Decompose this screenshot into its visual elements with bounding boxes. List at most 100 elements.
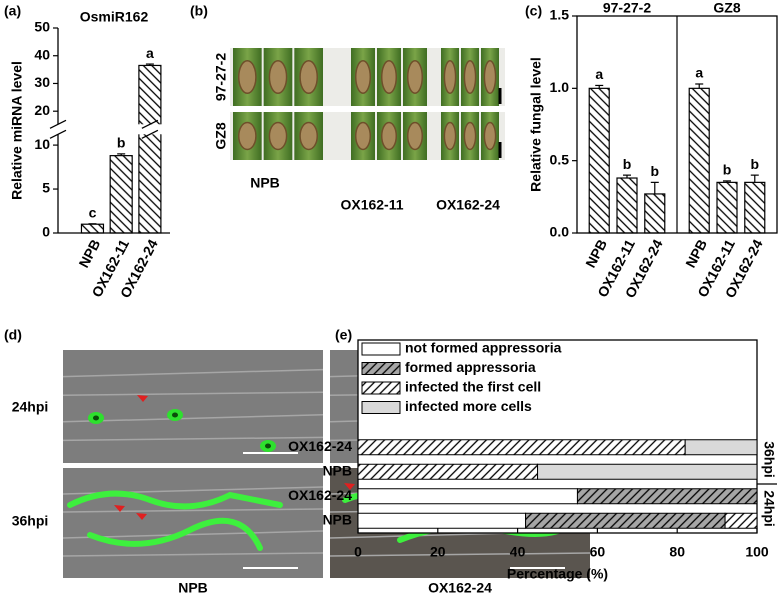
x-tick-label: NPB bbox=[75, 237, 103, 271]
axis-break-mark bbox=[141, 129, 159, 139]
arrowhead bbox=[136, 513, 147, 520]
y-tick-label: OX162-24 bbox=[288, 487, 352, 503]
bar bbox=[109, 155, 133, 234]
row-label: 97-27-2 bbox=[213, 53, 229, 101]
row-label: GZ8 bbox=[213, 122, 229, 149]
lesion bbox=[443, 121, 457, 151]
bar-segment bbox=[576, 488, 758, 505]
bar bbox=[644, 193, 666, 234]
group-label: 97-27-2 bbox=[603, 0, 651, 16]
bar bbox=[616, 177, 638, 234]
spore-core bbox=[265, 443, 271, 449]
bar-segment bbox=[684, 439, 758, 456]
x-tick-label: NPB bbox=[682, 237, 710, 271]
y-tick-label: 40 bbox=[34, 46, 50, 62]
legend-label: infected the first cell bbox=[405, 379, 541, 395]
group-label: GZ8 bbox=[713, 0, 740, 16]
cell-wall bbox=[62, 530, 324, 539]
bar bbox=[138, 64, 162, 234]
hypha bbox=[87, 517, 263, 551]
x-tick-label: 60 bbox=[590, 544, 606, 560]
lesion bbox=[463, 60, 477, 94]
lesion bbox=[483, 60, 497, 94]
lesion bbox=[406, 121, 424, 151]
column-label: NPB bbox=[178, 580, 208, 596]
lesion bbox=[354, 121, 372, 151]
lesion bbox=[380, 121, 398, 151]
group-label: 36hpi bbox=[761, 441, 777, 478]
cell-wall bbox=[62, 368, 324, 378]
panel-label: (d) bbox=[4, 327, 22, 343]
bar bbox=[688, 87, 710, 234]
y-tick-label: 1.0 bbox=[550, 79, 570, 95]
y-tick-label: 20 bbox=[34, 102, 50, 118]
lesion bbox=[380, 60, 398, 94]
axis-break-mark bbox=[141, 119, 159, 129]
cell-wall bbox=[62, 436, 324, 442]
spore-core bbox=[172, 412, 178, 418]
row-label: 36hpi bbox=[12, 513, 49, 529]
cell-wall bbox=[62, 414, 324, 423]
significance-label: b bbox=[117, 135, 126, 151]
x-tick-label: 100 bbox=[745, 544, 769, 560]
y-axis-label: Relative fungal level bbox=[528, 57, 544, 192]
column-label: OX162-11 bbox=[340, 197, 403, 213]
panel-label: (e) bbox=[335, 327, 352, 343]
lesion bbox=[268, 121, 288, 151]
bar bbox=[588, 87, 610, 234]
bar-segment bbox=[357, 463, 539, 480]
x-tick-label: 20 bbox=[430, 544, 446, 560]
y-tick-label: 50 bbox=[34, 19, 50, 35]
significance-label: b bbox=[723, 162, 732, 178]
y-tick-label: 0.5 bbox=[550, 151, 570, 167]
chart-title: OsmiR162 bbox=[80, 9, 149, 25]
significance-label: b bbox=[623, 156, 632, 172]
axis-break-band bbox=[50, 124, 170, 135]
y-tick-label: 30 bbox=[34, 74, 50, 90]
x-tick-label: 80 bbox=[669, 544, 685, 560]
row-label: 24hpi bbox=[12, 399, 49, 415]
y-tick-label: 5 bbox=[42, 180, 50, 196]
x-axis-label: Percentage (%) bbox=[507, 566, 608, 582]
cell-wall bbox=[62, 552, 324, 557]
column-label: NPB bbox=[250, 175, 280, 191]
column-label: OX162-24 bbox=[428, 580, 492, 596]
micrograph bbox=[63, 468, 323, 578]
lesion bbox=[406, 60, 424, 94]
hypha bbox=[67, 490, 283, 510]
legend-label: not formed appressoria bbox=[405, 340, 562, 356]
panel-label: (c) bbox=[525, 3, 542, 19]
lesion bbox=[463, 121, 477, 151]
significance-label: a bbox=[595, 66, 603, 82]
bar bbox=[744, 181, 766, 234]
spore-core bbox=[93, 415, 99, 421]
cell-wall bbox=[62, 391, 324, 396]
y-tick-label: 0 bbox=[42, 224, 50, 240]
legend-label: formed appressoria bbox=[405, 359, 536, 375]
bar-segment bbox=[357, 439, 686, 456]
significance-label: b bbox=[650, 163, 659, 179]
axis-break-mark bbox=[49, 119, 67, 129]
plot-frame bbox=[576, 15, 778, 234]
y-tick-label: 0.0 bbox=[550, 224, 570, 240]
bar-segment bbox=[724, 512, 758, 529]
column-label: OX162-24 bbox=[436, 197, 500, 213]
x-tick-label: 40 bbox=[510, 544, 526, 560]
y-axis-label: Relative miRNA level bbox=[9, 61, 25, 200]
bar-segment bbox=[537, 463, 758, 480]
panel-label: (a) bbox=[4, 3, 21, 19]
y-tick-label: OX162-24 bbox=[288, 438, 352, 454]
y-tick-label: 10 bbox=[34, 136, 50, 152]
bar-segment bbox=[357, 488, 578, 505]
legend-swatch bbox=[361, 381, 401, 395]
lesion bbox=[237, 121, 257, 151]
significance-label: b bbox=[750, 156, 759, 172]
arrowhead bbox=[344, 483, 355, 490]
lesion bbox=[299, 121, 319, 151]
x-tick-label: 0 bbox=[354, 544, 362, 560]
lesion bbox=[443, 60, 457, 94]
legend-swatch bbox=[361, 401, 401, 414]
legend-label: infected more cells bbox=[405, 398, 532, 414]
